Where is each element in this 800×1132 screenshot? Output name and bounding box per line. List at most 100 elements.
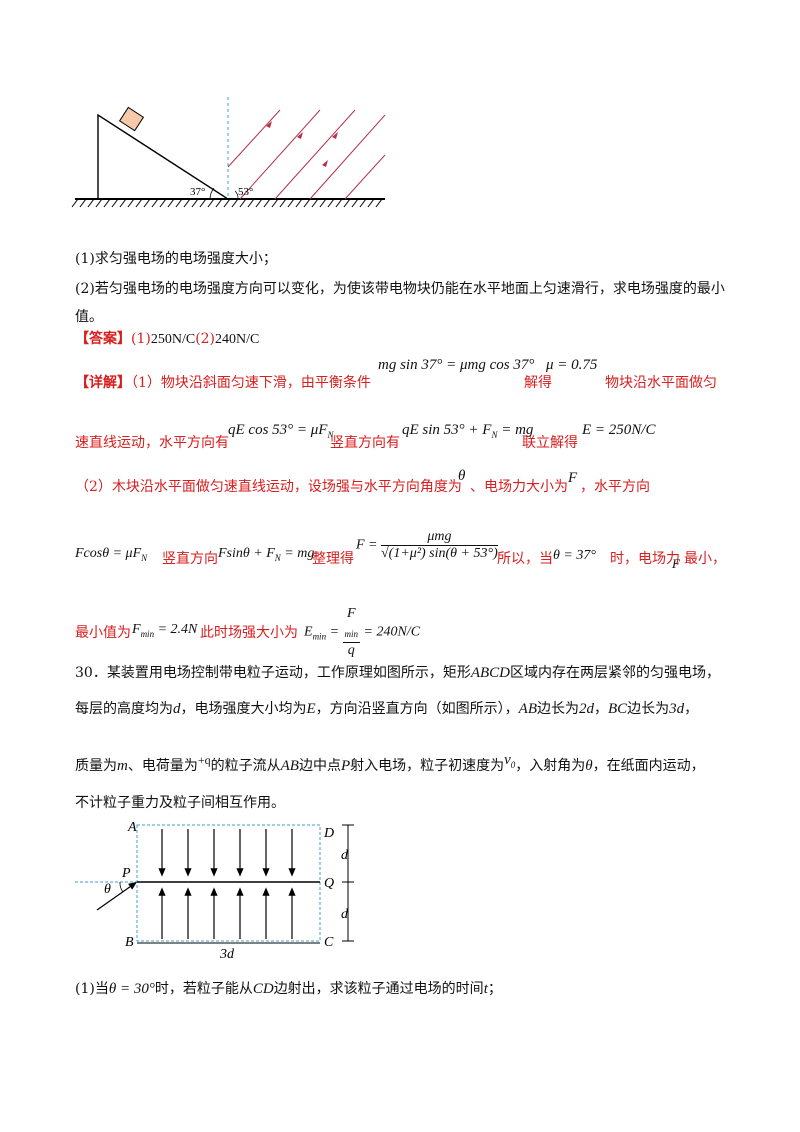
q30-l3-q: +q bbox=[197, 753, 211, 767]
q30-q1-theta: θ = 30° bbox=[108, 981, 155, 997]
q30-l2-c: ，方向沿竖直方向（如图所示）， bbox=[315, 701, 519, 717]
detail-l5-eq2-lhs: E bbox=[304, 624, 313, 640]
q30-l3-AB: AB bbox=[280, 758, 299, 774]
q30-l3-d: 边中点 bbox=[298, 758, 341, 774]
q30-l3-P: P bbox=[340, 758, 351, 774]
q30-line1: 30．某装置用电场控制带电粒子运动，工作原理如图所示，矩形ABCD区域内存在两层… bbox=[75, 662, 720, 682]
q30-l2-3d: 3d bbox=[669, 701, 685, 717]
q30-l3-b: 、电荷量为 bbox=[127, 758, 198, 774]
detail-l2-b: 竖直方向有 bbox=[330, 435, 400, 451]
label-D: D bbox=[323, 826, 334, 841]
detail-l5-eq1-F: F bbox=[132, 622, 141, 637]
q30-l2-BC: BC bbox=[608, 701, 628, 717]
detail-l1-text: （1）物块沿斜面匀速下滑，由平衡条件 bbox=[131, 375, 371, 391]
q30-l2-d2: 边长为 bbox=[537, 701, 579, 717]
answer-part2-value: 240N/C bbox=[215, 332, 260, 347]
q30-l1-abcd: ABCD bbox=[470, 665, 510, 681]
detail-l2-eq2-text: qE sin 53° + F bbox=[402, 422, 492, 438]
detail-l5-eq2-num: F bbox=[346, 606, 356, 621]
label-d-top: d bbox=[341, 848, 349, 863]
detail-l3-F: F bbox=[568, 470, 578, 486]
detail-l4-F-den: √(1+μ²) sin(θ + 53°) bbox=[381, 546, 498, 561]
q30-l3-v0-text: v bbox=[504, 752, 511, 768]
detail-l4-theta: θ = 37° bbox=[553, 548, 596, 563]
detail-l5-eq1: Fmin = 2.4N bbox=[132, 622, 197, 639]
detail-l5-a: 最小值为 bbox=[75, 625, 131, 641]
detail-l2-a: 速直线运动，水平方向有 bbox=[75, 435, 229, 451]
detail-l3-c: ，水平方向 bbox=[580, 479, 650, 495]
detail-l5-eq1-val: = 2.4N bbox=[154, 622, 198, 637]
detail-l2-eq1: qE cos 53° = μFN bbox=[228, 422, 334, 440]
detail-l5-eq2-val: = 240N/C bbox=[363, 624, 421, 640]
detail-l2-eq2b-text: = mg bbox=[497, 422, 534, 438]
detail-l5-b: 此时场强大小为 bbox=[200, 625, 298, 641]
question-1: (1)求匀强电场的电场强度大小； bbox=[75, 251, 277, 267]
detail-l4-eq2b-text: = mg bbox=[280, 546, 315, 561]
label-Q: Q bbox=[324, 876, 334, 891]
q30-l3-a: 质量为 bbox=[75, 758, 117, 774]
detail-l5-eq2-den: q bbox=[347, 642, 355, 658]
detail-l2-eq1-text: qE cos 53° = μF bbox=[228, 422, 328, 438]
q30-l2-f: 边长为 bbox=[627, 701, 670, 717]
q30-line3: 质量为m、电荷量为+q的粒子流从AB边中点P射入电场，粒子初速度为v0，入射角为… bbox=[75, 752, 705, 775]
detail-l2-c: 联立解得 bbox=[522, 435, 578, 451]
angle-37-label: 37° bbox=[190, 186, 205, 198]
q30-l2-b: ，电场强度大小均为 bbox=[180, 701, 307, 717]
label-3d: 3d bbox=[219, 947, 235, 960]
detail-l4-F-formula: F = μmg √(1+μ²) sin(θ + 53°) bbox=[356, 529, 498, 562]
q30-l2-AB: AB bbox=[518, 701, 537, 717]
q30-l3-v0: v0 bbox=[504, 752, 516, 770]
detail-l4-eq1-text: Fcosθ = μF bbox=[75, 546, 142, 561]
label-P: P bbox=[121, 866, 131, 881]
q30-q1-t: t bbox=[483, 981, 488, 997]
q30-l2-d: d bbox=[173, 701, 181, 717]
detail-l3-theta: θ bbox=[458, 468, 466, 484]
q30-q1-d: ； bbox=[487, 981, 502, 997]
q30-l1-b: 区域内存在两层紧邻的匀强电场， bbox=[510, 665, 720, 681]
detail-l4-F-lhs: F = bbox=[356, 537, 378, 553]
detail-l4-e: 最小， bbox=[684, 551, 726, 567]
q30-line2: 每层的高度均为d，电场强度大小均为E，方向沿竖直方向（如图所示），AB边长为2d… bbox=[75, 698, 698, 718]
q30-l3-m: m bbox=[117, 758, 128, 774]
q30-l3-f: ，入射角为 bbox=[515, 758, 586, 774]
detail-l4-eq2-text: Fsinθ + F bbox=[218, 546, 275, 561]
label-theta: θ bbox=[104, 882, 111, 897]
detail-l4-c: 所以，当 bbox=[497, 551, 553, 567]
q30-part1: (1)当θ = 30°时，若粒子能从CD边射出，求该粒子通过电场的时间t； bbox=[75, 978, 502, 998]
answer-tag: 【答案】 bbox=[75, 331, 131, 347]
q30-l3-e: 射入电场，粒子初速度为 bbox=[350, 758, 505, 774]
detail-l3-b: 、电场力大小为 bbox=[470, 479, 568, 495]
question-2-line1: (2)若匀强电场的电场强度方向可以变化，为使该带电物块仍能在水平地面上匀速滑行，… bbox=[75, 281, 725, 297]
q30-l3-g: ，在纸面内运动， bbox=[592, 758, 705, 774]
label-C: C bbox=[324, 935, 334, 950]
detail-l4-F-num: μmg bbox=[381, 529, 498, 546]
label-A: A bbox=[127, 820, 137, 835]
answer-part1-label: (1) bbox=[131, 331, 151, 347]
detail-l4-F: F bbox=[672, 556, 680, 571]
q30-l2-E: E bbox=[306, 701, 316, 717]
q30-l2-a: 每层的高度均为 bbox=[75, 701, 173, 717]
q30-q1-b: 时，若粒子能从 bbox=[154, 981, 253, 997]
field-region-figure: A B C D P Q θ d d 3d bbox=[75, 820, 354, 960]
incline-field-figure: 37° 53° bbox=[71, 97, 386, 208]
label-B: B bbox=[125, 935, 134, 950]
detail-tag: 【详解】 bbox=[75, 375, 131, 391]
detail-l4-d: 时，电场力 bbox=[610, 551, 680, 567]
q30-l1-text: 30．某装置用电场控制带电粒子运动，工作原理如图所示，矩形 bbox=[75, 665, 471, 681]
detail-l3-a: （2）木块沿水平面做匀速直线运动，设场强与水平方向角度为 bbox=[75, 479, 462, 495]
detail-l1-solve: 解得 bbox=[524, 375, 552, 391]
angle-53-label: 53° bbox=[238, 186, 253, 198]
detail-l4-eq1: Fcosθ = μFN bbox=[75, 546, 148, 563]
q30-q1-c: 边射出，求该粒子通过电场的时间 bbox=[273, 981, 484, 997]
detail-l4-eq2: Fsinθ + FN = mg bbox=[218, 546, 315, 563]
detail-l5-eq1-sub: min bbox=[140, 628, 155, 639]
detail-l1-tail: 物块沿水平面做匀 bbox=[605, 375, 717, 391]
answer-line: 【答案】(1)250N/C(2)240N/C bbox=[75, 328, 259, 348]
detail-l1-equation: mg sin 37° = μmg cos 37° bbox=[378, 357, 535, 373]
q30-l3-theta: θ bbox=[585, 758, 593, 774]
detail-l2-E: E = 250N/C bbox=[582, 422, 656, 438]
detail-l4-b: 整理得 bbox=[312, 551, 354, 567]
answer-part1-value: 250N/C bbox=[150, 332, 196, 347]
q30-l3-c: 的粒子流从 bbox=[210, 758, 281, 774]
